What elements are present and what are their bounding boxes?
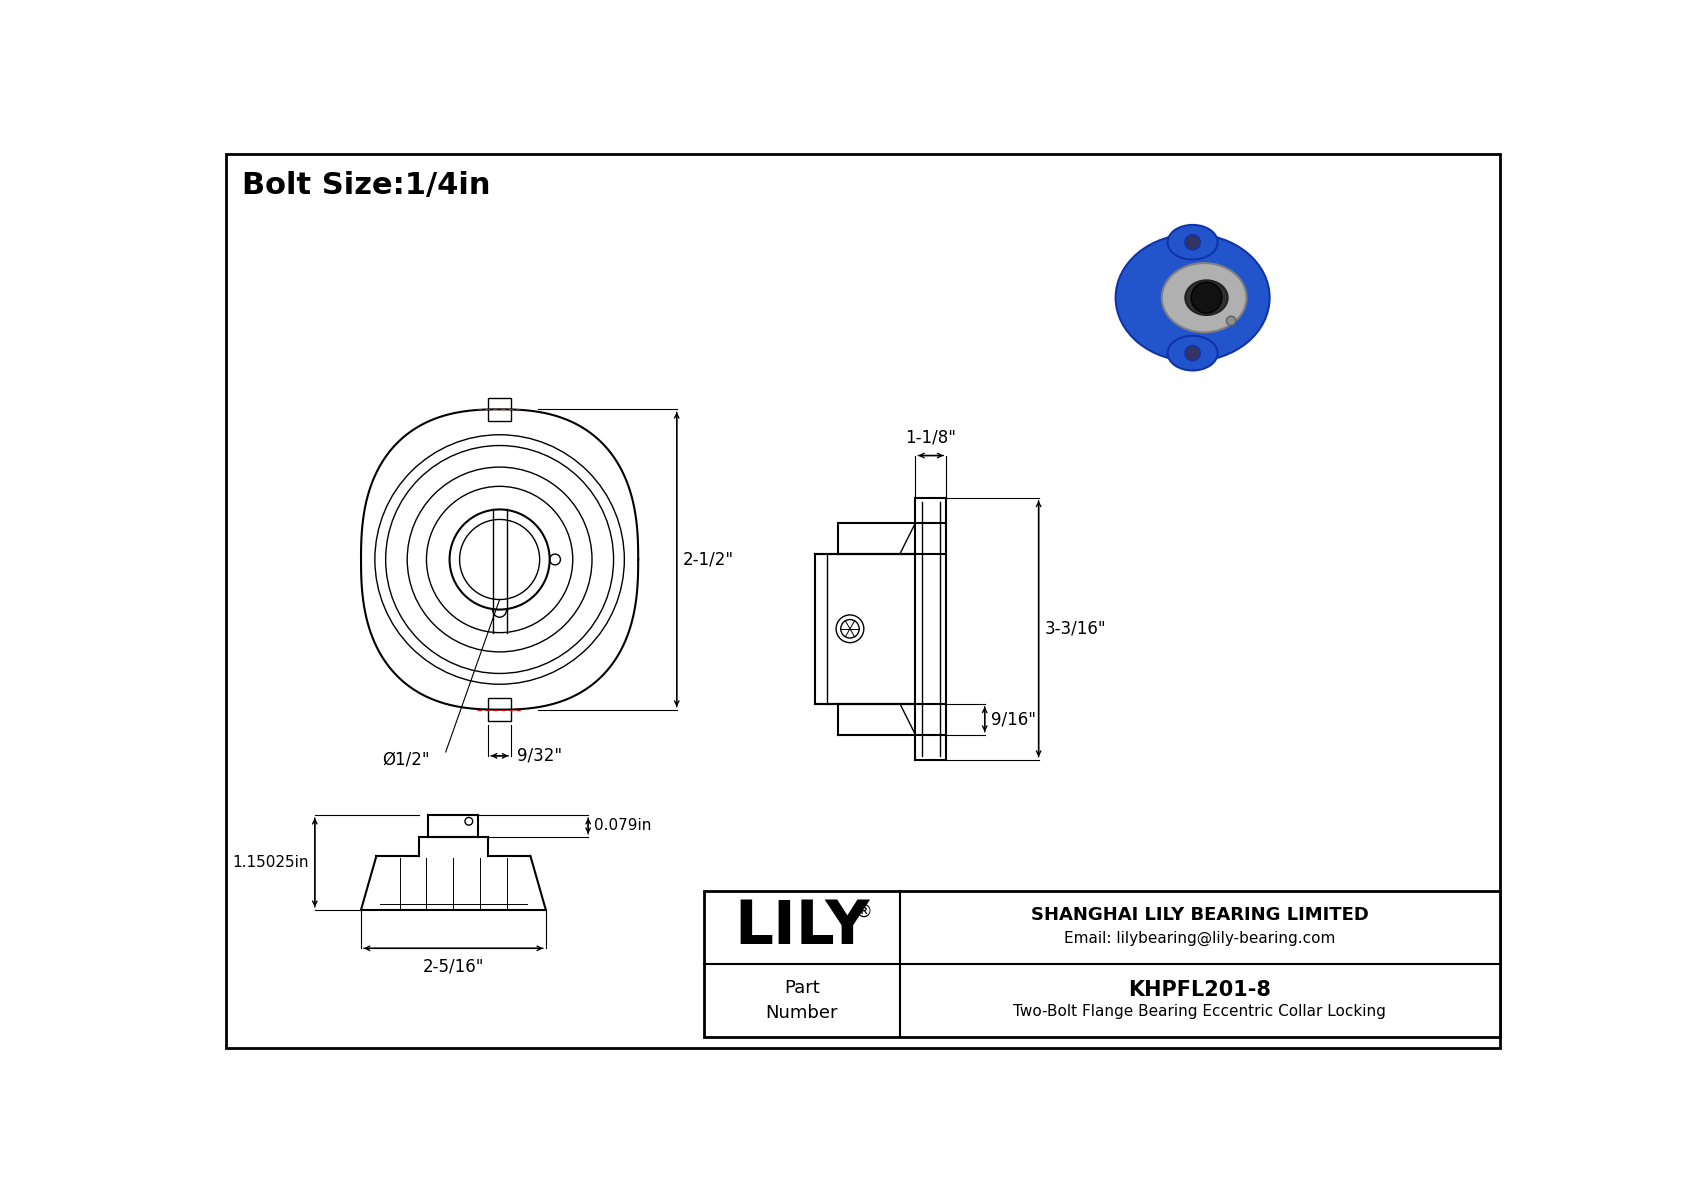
Text: LILY: LILY: [734, 898, 869, 956]
Text: Part
Number: Part Number: [766, 979, 839, 1022]
Ellipse shape: [1115, 235, 1270, 361]
Text: 2-5/16": 2-5/16": [423, 958, 485, 975]
Text: Bolt Size:1/4in: Bolt Size:1/4in: [242, 170, 490, 200]
Text: 9/16": 9/16": [990, 710, 1036, 728]
Ellipse shape: [1186, 280, 1228, 314]
Bar: [704, 891, 1500, 1037]
Ellipse shape: [1167, 336, 1218, 370]
Text: Email: lilybearing@lily-bearing.com: Email: lilybearing@lily-bearing.com: [1064, 930, 1335, 946]
Text: Two-Bolt Flange Bearing Eccentric Collar Locking: Two-Bolt Flange Bearing Eccentric Collar…: [1014, 1004, 1386, 1018]
Text: 1-1/8": 1-1/8": [906, 429, 957, 447]
Text: ®: ®: [854, 903, 872, 921]
Bar: [488, 698, 512, 722]
Circle shape: [1226, 316, 1236, 325]
Text: 2-1/2": 2-1/2": [684, 550, 734, 568]
Text: 3-3/16": 3-3/16": [1044, 619, 1106, 638]
Circle shape: [1191, 282, 1223, 313]
Text: 0.079in: 0.079in: [594, 818, 652, 834]
Ellipse shape: [1167, 225, 1218, 260]
Circle shape: [1186, 345, 1201, 361]
Circle shape: [1186, 235, 1201, 250]
Ellipse shape: [1162, 263, 1246, 332]
Text: SHANGHAI LILY BEARING LIMITED: SHANGHAI LILY BEARING LIMITED: [1031, 906, 1369, 924]
Text: 1.15025in: 1.15025in: [232, 855, 308, 869]
Text: Ø1/2": Ø1/2": [382, 750, 431, 768]
Text: 9/32": 9/32": [517, 747, 562, 765]
Bar: [488, 398, 512, 420]
Text: KHPFL201-8: KHPFL201-8: [1128, 979, 1271, 999]
